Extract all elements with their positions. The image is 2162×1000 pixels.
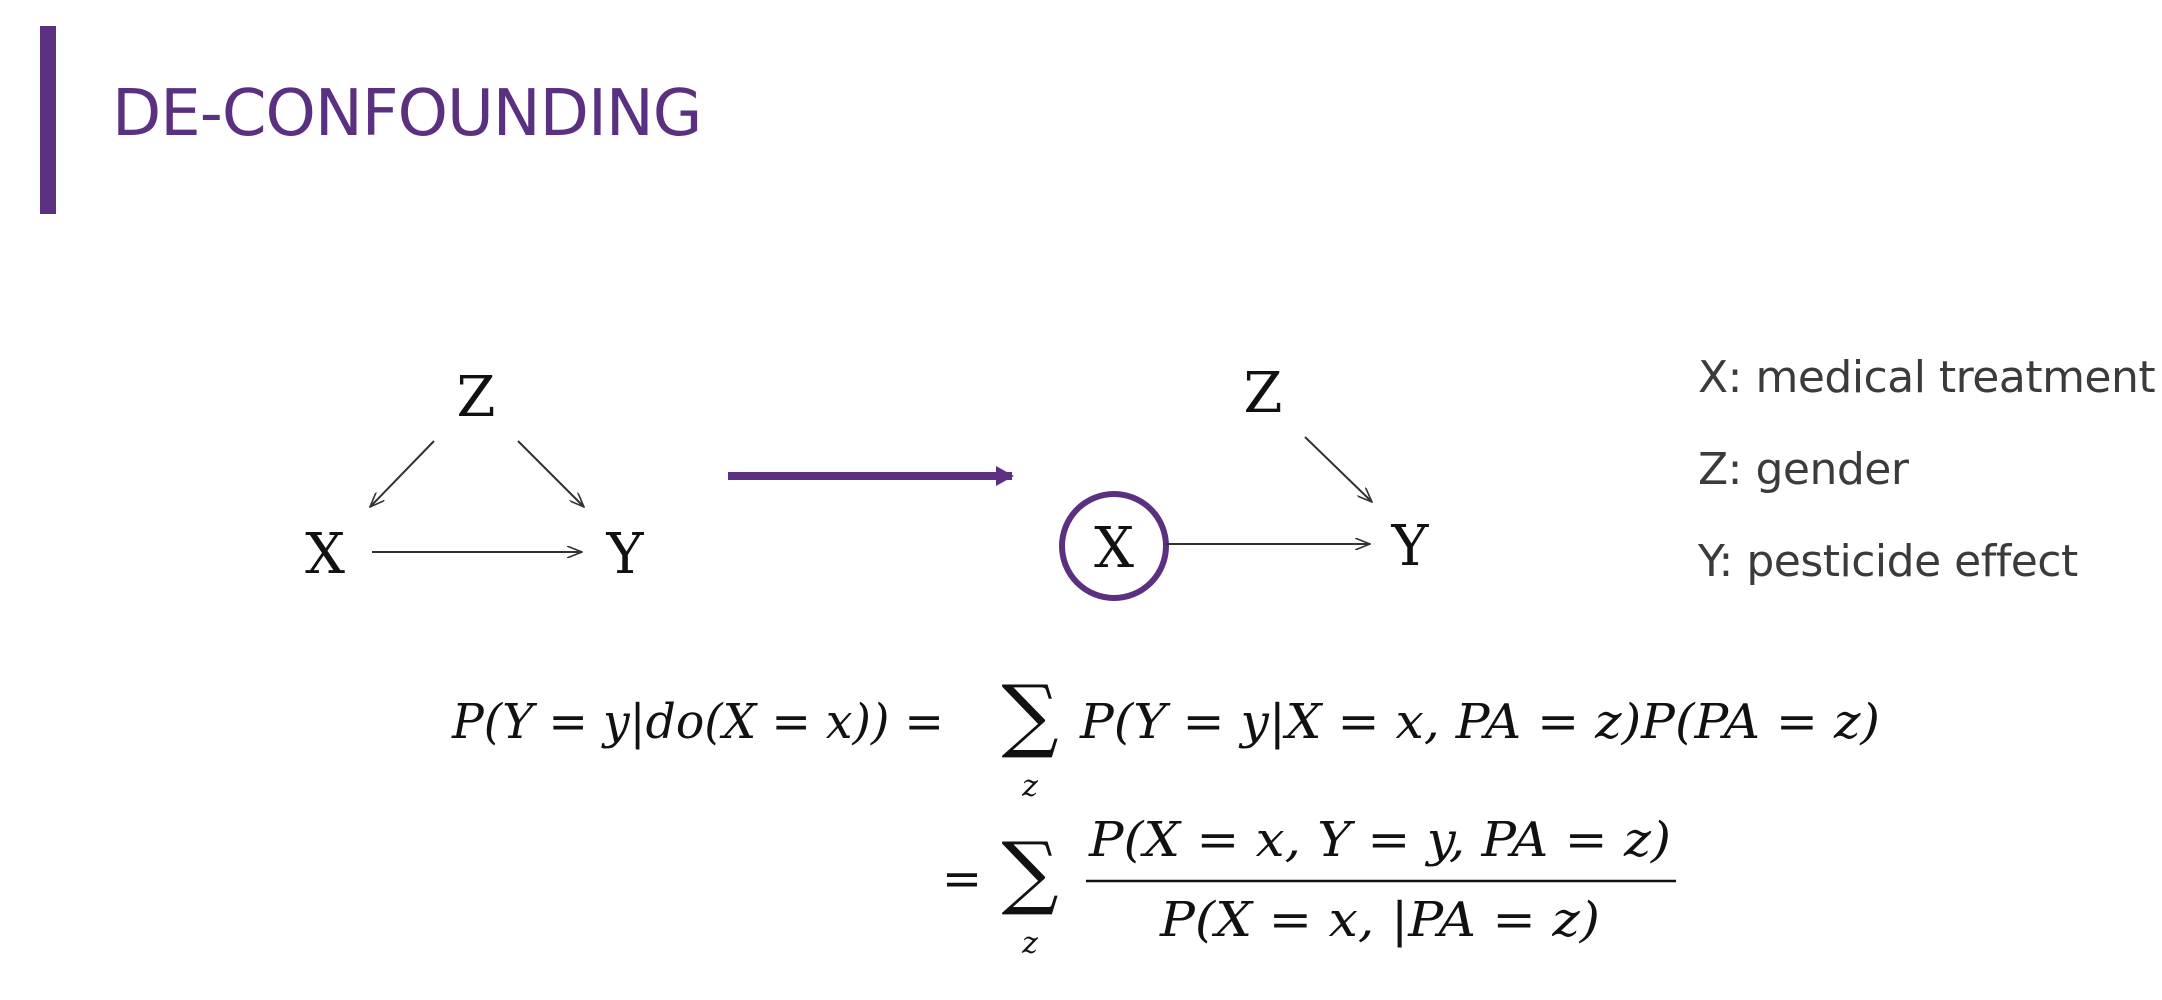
right-node-z: Z	[1244, 361, 1283, 426]
right-node-x: X	[1094, 516, 1134, 581]
left-node-y: Y	[606, 522, 645, 587]
adjustment-formula: P(Y = y|do(X = x)) = ∑ z P(Y = y|X = x, …	[451, 668, 1880, 961]
formula-line1-lhs: P(Y = y|do(X = x)) =	[451, 694, 944, 750]
left-edge-z-to-y	[517, 440, 584, 507]
formula-line2-sum-icon: ∑	[1001, 825, 1058, 918]
intervention-circle	[1059, 491, 1169, 601]
original-causal-graph: Z X Y	[305, 365, 644, 587]
formula-numerator: P(X = x, Y = y, PA = z)	[1088, 812, 1671, 868]
intervened-causal-graph: Z X Y	[1059, 361, 1430, 601]
left-node-z: Z	[457, 365, 496, 430]
legend-item-y: Y: pesticide effect	[1698, 536, 2078, 587]
variable-legend: X: medical treatment Z: gender Y: pestic…	[1698, 340, 2158, 616]
formula-line1-sum-icon: ∑	[1001, 668, 1058, 761]
right-node-y: Y	[1391, 514, 1430, 579]
formula-denominator: P(X = x, |PA = z)	[1159, 892, 1600, 948]
right-edge-z-to-y	[1304, 436, 1372, 502]
title-accent-bar	[40, 26, 56, 214]
legend-item-z: Z: gender	[1698, 444, 1909, 495]
slide-title: DE-CONFOUNDING	[112, 77, 702, 151]
legend-item-x: X: medical treatment	[1698, 352, 2156, 403]
formula-line2-sum-index: z	[1021, 926, 1038, 961]
left-edge-z-to-x	[370, 440, 435, 507]
formula-line1-sum-index: z	[1021, 769, 1038, 804]
left-node-x: X	[305, 522, 345, 587]
formula-line1-rhs: P(Y = y|X = x, PA = z)P(PA = z)	[1079, 694, 1880, 750]
formula-line2-equals: =	[942, 851, 982, 907]
